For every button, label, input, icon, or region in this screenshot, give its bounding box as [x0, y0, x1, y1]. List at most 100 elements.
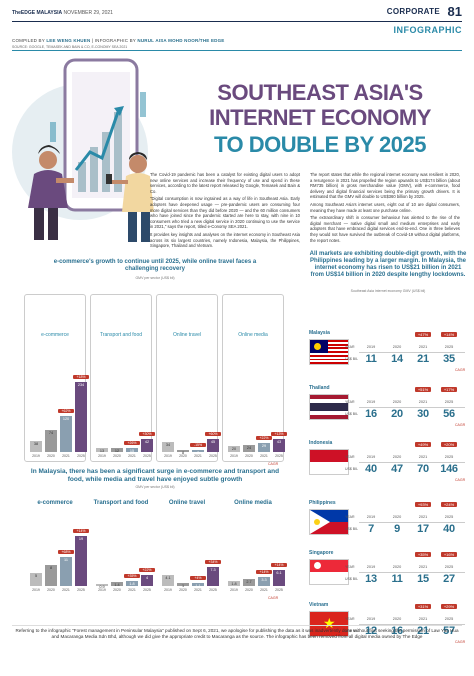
cagr-label: CAGR — [455, 640, 466, 644]
year-label: YEAR — [345, 455, 355, 459]
year-cell: 2025 — [444, 455, 454, 459]
country-block-singapore: Singapore +35% +16% YEAR 2019 2020 2021 2025 US$… — [307, 550, 465, 600]
gmv-value: 30 — [417, 408, 429, 420]
x-tick-label: 2025 — [143, 588, 151, 592]
x-tick-label: 2020 — [179, 454, 187, 458]
headline-line-3: TO DOUBLE BY 2025 — [214, 132, 426, 157]
year-cell: 2019 — [366, 565, 376, 569]
divider — [359, 572, 465, 573]
x-tick-label: 2020 — [245, 588, 253, 592]
sector-title: Transport and food — [93, 500, 149, 506]
growth-badge: +24% — [441, 502, 457, 507]
bar — [30, 572, 42, 586]
x-tick-label: 2021 — [62, 454, 70, 458]
cagr-label: CAGR — [455, 368, 466, 372]
gmv-value: 16 — [365, 408, 377, 420]
flag-stripe — [310, 354, 348, 357]
bar-value: 4 — [145, 576, 149, 581]
bar-value: 1.8 — [231, 582, 237, 587]
bar — [126, 581, 138, 586]
divider — [359, 522, 465, 523]
growth-badge: +60% — [205, 431, 221, 436]
divider — [12, 50, 462, 51]
year-cell: 2020 — [392, 617, 402, 621]
growth-badge: +13% — [271, 432, 287, 437]
bar — [243, 444, 255, 452]
country-block-thailand: Thailand +51% +17% YEAR 2019 2020 2021 2025 US$ … — [307, 385, 465, 435]
year-cell: 2025 — [444, 345, 454, 349]
country-name: Vietnam — [309, 602, 329, 608]
bar — [207, 438, 219, 452]
paragraph: It provides key insights and analyses on… — [150, 231, 300, 249]
flag-stripe — [310, 358, 348, 361]
bar-value: 8 — [49, 565, 53, 570]
article-column-1: The Covid-19 pandemic has been a catalys… — [150, 172, 300, 251]
divider — [12, 625, 462, 626]
publication-name: TheEDGE MALAYSIA — [12, 10, 63, 16]
bar-value: 6.1 — [276, 570, 282, 575]
bar — [141, 575, 153, 586]
divider — [359, 352, 465, 353]
bar-value: 34 — [165, 442, 171, 447]
singapore-flag-icon — [309, 559, 349, 585]
flag-star: ★ — [323, 615, 336, 631]
headline-line-2: INTERNET ECONOMY — [209, 105, 431, 130]
year-label: YEAR — [345, 515, 355, 519]
sector-title: Online media — [238, 332, 268, 338]
compiler-name: LEE WENG KHUEN — [46, 38, 91, 43]
year-cell: 2025 — [444, 565, 454, 569]
bar — [96, 583, 108, 586]
growth-badge: +22% — [256, 436, 272, 441]
bar — [162, 441, 174, 452]
x-tick-label: 2021 — [62, 588, 70, 592]
people-with-phone-illustration — [12, 58, 154, 242]
country-name: Malaysia — [309, 330, 330, 336]
growth-badge: +17% — [441, 387, 457, 392]
year-label: YEAR — [345, 565, 355, 569]
growth-badge: +68% — [58, 550, 74, 555]
sector-panel — [90, 294, 152, 462]
flag-stripe — [310, 415, 348, 419]
philippines-flag-icon — [309, 509, 349, 535]
bar — [111, 582, 123, 586]
growth-badge: +4% — [190, 576, 206, 581]
bar-value: 5 — [34, 573, 38, 578]
country-section-heading: All markets are exhibiting double-digit … — [309, 251, 467, 278]
bar-value: 11 — [64, 558, 68, 563]
growth-badge: +16% — [441, 552, 457, 557]
compiled-label: COMPILED BY — [12, 38, 45, 43]
bar — [75, 382, 87, 452]
growth-badge: +20% — [441, 442, 457, 447]
malaysia-sector-heading: In Malaysia, there has been a significan… — [30, 468, 280, 483]
usd-label: US$ BIL — [345, 527, 359, 531]
x-tick-label: 2025 — [275, 454, 283, 458]
gmv-value: 11 — [365, 353, 377, 365]
x-tick-label: 2021 — [128, 454, 136, 458]
cagr-label: CAGR — [268, 596, 279, 600]
cagr-label: CAGR — [455, 423, 466, 427]
bar-value: 3.3 — [261, 578, 267, 583]
x-tick-label: 2021 — [194, 454, 202, 458]
divider — [359, 624, 465, 625]
flag-crescent — [314, 343, 321, 350]
section-tag: INFOGRAPHIC — [393, 25, 462, 35]
year-cell: 2020 — [392, 345, 402, 349]
paragraph: "Digital consumption is now ingrained as… — [150, 196, 300, 230]
flag-stripe — [310, 347, 348, 350]
bar-value: 74 — [48, 430, 54, 435]
bar — [126, 447, 138, 452]
divider — [359, 407, 465, 408]
x-tick-label: 2020 — [245, 454, 253, 458]
gmv-value: 47 — [391, 463, 403, 475]
flag-stripe — [310, 395, 348, 399]
year-cell: 2025 — [444, 617, 454, 621]
bar-value: 2.7 — [246, 579, 252, 584]
sector-panel — [222, 294, 284, 462]
cagr-label: CAGR — [455, 478, 466, 482]
year-cell: 2019 — [366, 617, 376, 621]
flag-stripe — [310, 403, 348, 411]
year-cell: 2020 — [392, 400, 402, 404]
vietnam-flag-icon: ★ — [309, 611, 349, 637]
sector-title: Transport and food — [99, 332, 143, 338]
bar-value: 234 — [77, 383, 85, 387]
